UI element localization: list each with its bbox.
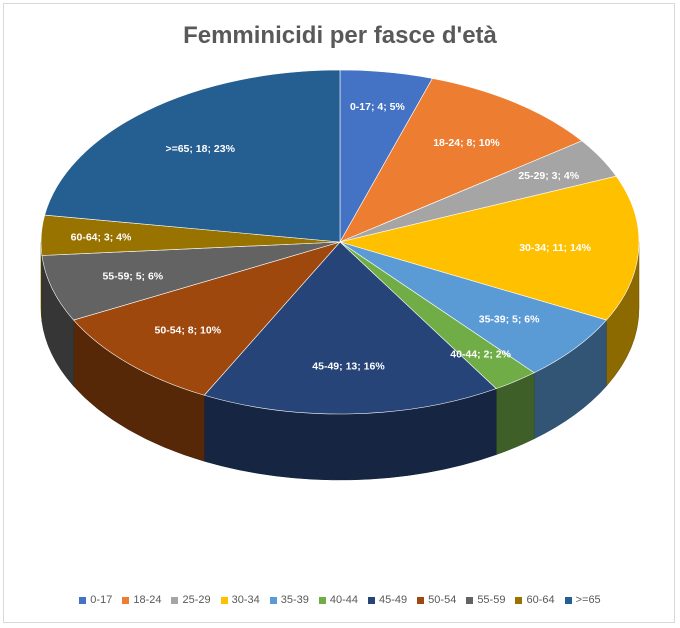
legend-label: 0-17 — [90, 594, 113, 606]
legend-label: >=65 — [575, 594, 601, 606]
legend-swatch — [318, 596, 326, 604]
data-label-25-29: 25-29; 3; 4% — [518, 170, 579, 182]
legend-item-40-44: 40-44 — [318, 594, 359, 606]
legend-label: 30-34 — [231, 594, 260, 606]
legend-item-35-39: 35-39 — [269, 594, 309, 606]
legend-label: 60-64 — [526, 594, 555, 606]
legend-swatch — [368, 596, 376, 604]
legend-item-50-54: 50-54 — [417, 594, 456, 606]
legend-item-25-29: 25-29 — [171, 594, 211, 606]
pie-side-walls — [40, 241, 640, 481]
legend-label: 45-49 — [379, 594, 408, 606]
legend-swatch — [79, 596, 87, 604]
legend-label: 35-39 — [280, 594, 309, 606]
legend-label: 25-29 — [182, 594, 211, 606]
chart-title: Femminicidi per fasce d'età — [183, 22, 497, 49]
legend-swatch — [515, 596, 523, 604]
pie-slice-30-34 — [338, 175, 640, 321]
legend-swatch — [220, 596, 228, 604]
data-label-45-49: 45-49; 13; 16% — [312, 361, 385, 373]
legend-item-60-64: 60-64 — [515, 594, 555, 606]
data-label-0-17: 0-17; 4; 5% — [350, 101, 406, 113]
data-label-50-54: 50-54; 8; 10% — [155, 325, 222, 337]
legend-item-0-17: 0-17 — [79, 594, 112, 606]
legend-swatch — [466, 596, 474, 604]
pie-slice-18-24 — [339, 78, 583, 243]
legend-item-45-49: 45-49 — [368, 594, 407, 606]
pie-slice->=65 — [44, 69, 341, 243]
legend-swatch — [171, 596, 179, 604]
chart-legend: 0-17 18-24 25-29 30-34 35-39 40-44 45-49 50-54 5… — [0, 594, 680, 606]
data-label-30-34: 30-34; 11; 14% — [519, 242, 591, 254]
legend-swatch — [417, 596, 425, 604]
data-label->=65: >=65; 18; 23% — [165, 143, 235, 155]
data-label-55-59: 55-59; 5; 6% — [102, 271, 163, 283]
legend-item-30-34: 30-34 — [220, 594, 260, 606]
legend-swatch — [564, 596, 572, 604]
legend-label: 55-59 — [477, 594, 506, 606]
pie-data-labels: 0-17; 4; 5% 18-24; 8; 10% 25-29; 3; 4% 30-3… — [71, 101, 592, 373]
pie-slice-50-54 — [73, 241, 341, 396]
legend-item->=65: >=65 — [564, 594, 601, 606]
legend-label: 40-44 — [329, 594, 359, 606]
pie-slice-45-49 — [203, 241, 497, 415]
legend-label: 50-54 — [428, 594, 457, 606]
legend-swatch — [269, 596, 277, 604]
legend-swatch — [122, 596, 130, 604]
pie-slice-55-59 — [41, 241, 341, 321]
data-label-40-44: 40-44; 2; 2% — [450, 348, 511, 360]
data-label-18-24: 18-24; 8; 10% — [433, 137, 500, 149]
data-label-60-64: 60-64; 3; 4% — [71, 232, 132, 244]
legend-item-55-59: 55-59 — [466, 594, 505, 606]
legend-item-18-24: 18-24 — [122, 594, 161, 606]
legend-label: 18-24 — [133, 594, 162, 606]
pie-slices — [40, 69, 640, 415]
data-label-35-39: 35-39; 5; 6% — [479, 314, 540, 326]
pie-slice-35-39 — [339, 241, 607, 374]
